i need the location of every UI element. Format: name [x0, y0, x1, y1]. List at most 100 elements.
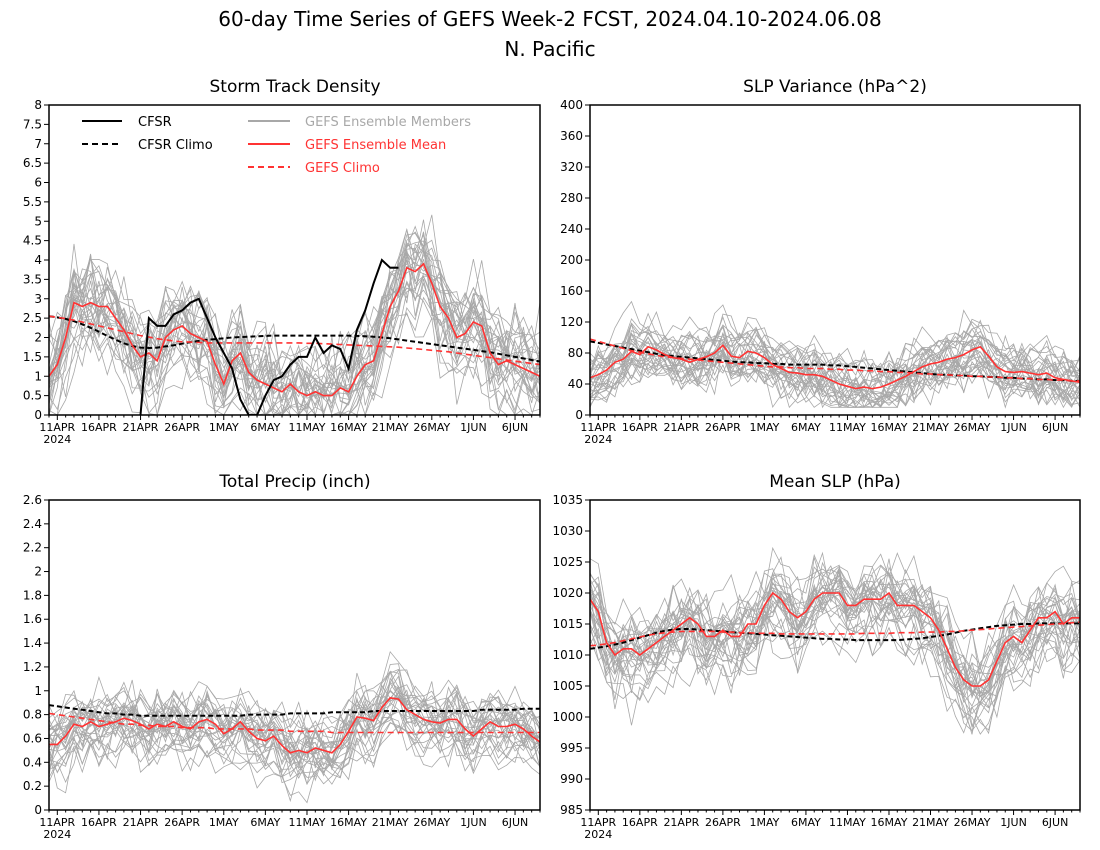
series-line-gefs-ensemble-mean: [590, 344, 1080, 390]
ensemble-member-line: [49, 225, 540, 415]
x-tick-label: 21APR: [123, 816, 159, 829]
figure-subtitle: N. Pacific: [504, 37, 595, 61]
y-tick-label: 5.5: [23, 195, 42, 209]
ensemble-member-line: [590, 583, 1080, 709]
x-year-label: 2024: [43, 828, 71, 841]
y-tick-label: 4: [34, 253, 42, 267]
y-tick-label: 2: [34, 565, 42, 579]
y-tick-label: 200: [560, 253, 583, 267]
y-tick-label: 6.5: [23, 156, 42, 170]
ensemble-member-line: [49, 716, 540, 785]
plot-frame: [48, 499, 541, 811]
ensemble-member-line: [49, 670, 540, 761]
ensemble-member-line: [590, 619, 1080, 734]
y-tick-label: 0: [34, 408, 42, 422]
ensemble-member-line: [590, 316, 1080, 376]
panel-mean-slp: Mean SLP (hPa) 985 990 995 1000 1005 1010 1015…: [552, 472, 1081, 841]
x-tick-label: 11MAY: [829, 421, 866, 434]
x-tick-label: 6MAY: [791, 421, 821, 434]
y-tick-label: 2.6: [23, 493, 42, 507]
x-tick-label: 1JUN: [1000, 421, 1027, 434]
y-tick-label: 7.5: [23, 117, 42, 131]
ensemble-member-line: [49, 275, 540, 415]
plot-area: 0 40 80 120 160 200 240 280 320 360 400 11APR 16APR 2…: [560, 98, 1081, 446]
series-line-cfsr-climo: [590, 622, 1080, 650]
panel-title: Mean SLP (hPa): [769, 472, 901, 492]
y-tick-label: 3.5: [23, 272, 42, 286]
y-tick-label: 360: [560, 129, 583, 143]
ensemble-member-line: [590, 553, 1080, 688]
ensemble-member-line: [590, 304, 1080, 380]
ensemble-member-line: [590, 325, 1080, 393]
y-tick-label: 1025: [552, 555, 583, 569]
x-tick-label: 6MAY: [250, 421, 280, 434]
x-year-label: 2024: [584, 433, 612, 446]
x-tick-label: 21APR: [123, 421, 159, 434]
ensemble-member-line: [590, 346, 1080, 405]
y-tick-label: 8: [34, 98, 42, 112]
ensemble-member-line: [590, 326, 1080, 390]
ensemble-member-line: [49, 261, 540, 413]
x-tick-label: 16MAY: [871, 816, 908, 829]
plot-area: 985 990 995 1000 1005 1010 1015 1020 1025 1030 103…: [552, 493, 1081, 841]
x-tick-label: 1MAY: [209, 421, 239, 434]
legend-label-mean: GEFS Ensemble Mean: [305, 138, 446, 153]
ensemble-member-line: [49, 721, 540, 803]
panel-title: SLP Variance (hPa^2): [743, 77, 927, 97]
x-tick-label: 16MAY: [330, 816, 367, 829]
legend-label-cfsr-climo: CFSR Climo: [138, 138, 213, 153]
ensemble-member-line: [49, 296, 540, 415]
panel-total-precip: Total Precip (inch) 0 0.2 0.4 0.6 0.8 1 1.2 1.4…: [23, 472, 541, 841]
ensemble-member-line: [49, 650, 540, 739]
series-line-gefs-ensemble-mean: [49, 262, 540, 397]
y-tick-label: 0.2: [23, 779, 42, 793]
ensemble-member-line: [49, 253, 540, 406]
x-tick-label: 16APR: [622, 421, 658, 434]
y-tick-label: 0.6: [23, 731, 42, 745]
ensemble-member-line: [49, 722, 540, 785]
ensemble-member-line: [49, 663, 540, 756]
y-tick-label: 985: [560, 803, 583, 817]
x-tick-label: 1MAY: [749, 816, 779, 829]
y-tick-label: 2.4: [23, 517, 42, 531]
y-tick-label: 1020: [552, 586, 583, 600]
ensemble-member-line: [49, 702, 540, 777]
ensemble-member-line: [49, 287, 540, 415]
x-tick-label: 21MAY: [912, 421, 949, 434]
y-tick-label: 4.5: [23, 234, 42, 248]
y-tick-label: 0.8: [23, 708, 42, 722]
y-tick-label: 5: [34, 214, 42, 228]
ensemble-member-line: [49, 685, 540, 767]
x-tick-label: 16APR: [622, 816, 658, 829]
ensemble-member-line: [49, 682, 540, 764]
y-tick-label: 0.4: [23, 755, 42, 769]
y-tick-label: 0: [34, 803, 42, 817]
x-year-label: 2024: [43, 433, 71, 446]
x-tick-label: 6JUN: [502, 816, 529, 829]
ensemble-member-line: [49, 669, 540, 745]
x-tick-label: 6JUN: [1042, 421, 1069, 434]
x-tick-label: 6MAY: [250, 816, 280, 829]
y-tick-label: 1015: [552, 617, 583, 631]
y-tick-label: 1005: [552, 679, 583, 693]
legend: CFSR CFSR Climo GEFS Ensemble Members GE…: [82, 115, 471, 176]
ensemble-member-line: [49, 275, 540, 415]
x-tick-label: 16MAY: [871, 421, 908, 434]
x-tick-label: 6JUN: [502, 421, 529, 434]
ensemble-member-line: [590, 564, 1080, 681]
x-tick-label: 26APR: [705, 421, 741, 434]
y-tick-label: 995: [560, 741, 583, 755]
ensemble-member-line: [590, 571, 1080, 698]
x-year-label: 2024: [584, 828, 612, 841]
x-tick-label: 26APR: [164, 816, 200, 829]
panel-slp-variance: SLP Variance (hPa^2) 0 40 80 120 160 200 240 28…: [560, 77, 1081, 446]
y-tick-label: 320: [560, 160, 583, 174]
y-tick-label: 1010: [552, 648, 583, 662]
y-tick-label: 120: [560, 315, 583, 329]
ensemble-members: [590, 546, 1080, 735]
y-tick-label: 1.8: [23, 588, 42, 602]
y-tick-label: 3: [34, 292, 42, 306]
x-tick-label: 1MAY: [209, 816, 239, 829]
y-tick-label: 2.5: [23, 311, 42, 325]
